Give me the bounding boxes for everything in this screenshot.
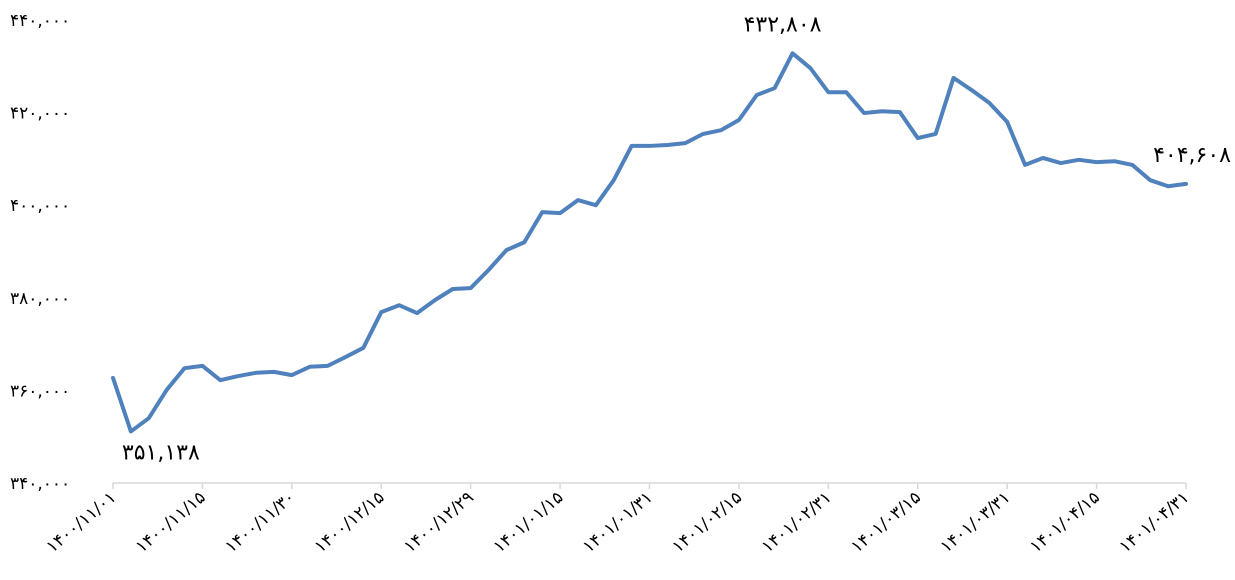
- x-tick-label: ۱۴۰۱/۰۳/۳۱: [937, 488, 1015, 558]
- x-tick-label: ۱۴۰۱/۰۲/۳۱: [758, 488, 836, 558]
- x-tick-label: ۱۴۰۱/۰۳/۱۵: [847, 488, 925, 558]
- data-label: ۴۳۲,۸۰۸: [744, 12, 822, 37]
- y-tick-label: ۴۲۰,۰۰۰: [10, 104, 70, 124]
- y-tick-label: ۳۶۰,۰۰۰: [10, 381, 70, 401]
- y-tick-label: ۴۴۰,۰۰۰: [10, 11, 70, 31]
- x-tick-label: ۱۴۰۱/۰۴/۳۱: [1116, 488, 1194, 558]
- x-tick-label: ۱۴۰۱/۰۱/۳۱: [579, 488, 657, 558]
- x-tick-label: ۱۴۰۰/۱۱/۰۱: [43, 488, 121, 558]
- x-tick-label: ۱۴۰۰/۱۱/۳۰: [221, 488, 299, 558]
- line-series: [111, 51, 1188, 434]
- x-tick-label: ۱۴۰۱/۰۲/۱۵: [669, 488, 747, 558]
- data-label: ۳۵۱,۱۳۸: [122, 440, 200, 465]
- data-label: ۴۰۴,۶۰۸: [1153, 143, 1231, 168]
- x-tick-label: ۱۴۰۰/۱۱/۱۵: [132, 488, 210, 558]
- x-tick-label: ۱۴۰۰/۱۲/۲۹: [400, 488, 478, 558]
- x-tick-label: ۱۴۰۱/۰۱/۱۵: [490, 488, 568, 558]
- x-tick-label: ۱۴۰۱/۰۴/۱۵: [1026, 488, 1104, 558]
- x-tick-label: ۱۴۰۰/۱۲/۱۵: [311, 488, 389, 558]
- y-tick-label: ۴۰۰,۰۰۰: [10, 196, 70, 216]
- y-tick-label: ۳۴۰,۰۰۰: [10, 474, 70, 494]
- y-tick-label: ۳۸۰,۰۰۰: [10, 289, 70, 309]
